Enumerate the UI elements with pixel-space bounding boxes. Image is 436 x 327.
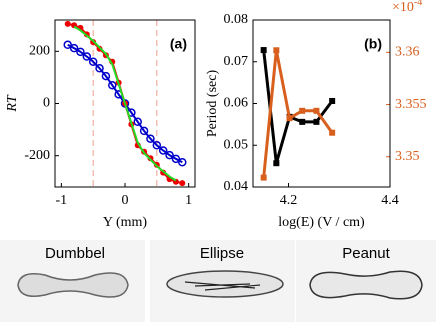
- ellipse-shape: [166, 270, 284, 298]
- marker: [313, 107, 320, 114]
- series-line: [262, 49, 334, 178]
- marker: [329, 97, 336, 104]
- x-tick-label: 4.2: [280, 193, 298, 208]
- marker: [152, 141, 162, 150]
- y2-multiplier: ×10-4: [392, 0, 422, 15]
- marker: [139, 126, 149, 136]
- y-tick-label: 0.07: [224, 54, 249, 69]
- chart-title: (a): [170, 36, 187, 52]
- multiplier-base: ×10: [392, 0, 414, 15]
- marker: [260, 47, 267, 54]
- y-tick-label: 200: [29, 44, 50, 59]
- marker: [146, 134, 155, 143]
- marker: [64, 20, 71, 27]
- plot-frame: [252, 19, 391, 188]
- marker: [273, 47, 280, 54]
- marker: [179, 180, 186, 187]
- chart-title: (b): [364, 36, 382, 52]
- y2-tick-label: 3.35: [395, 149, 420, 164]
- y-tick-label: 0.06: [224, 96, 249, 111]
- y-axis-label: Period (sec): [205, 70, 220, 138]
- x-tick-label: 1: [185, 193, 192, 208]
- marker: [260, 174, 267, 181]
- marker: [108, 80, 117, 90]
- marker: [299, 118, 306, 125]
- marker: [76, 47, 85, 57]
- image-label: Peanut: [342, 245, 390, 262]
- marker: [313, 118, 320, 125]
- y-tick-label: 0: [43, 96, 50, 111]
- image-label: Ellipse: [200, 245, 244, 262]
- marker: [88, 57, 98, 66]
- marker: [82, 52, 92, 61]
- y-tick-label: 0.04: [224, 179, 249, 194]
- marker: [63, 40, 72, 50]
- y-axis-label: RT: [5, 94, 20, 113]
- x-axis-label: Y (mm): [103, 215, 148, 230]
- y2-tick-label: 3.355: [395, 97, 427, 112]
- x-axis-label: log(E) (V / cm): [278, 215, 365, 230]
- marker: [329, 129, 336, 136]
- marker: [95, 64, 104, 73]
- plot-frame: [54, 19, 196, 188]
- multiplier-exponent: -4: [414, 0, 422, 8]
- peanut-shape: [309, 270, 423, 300]
- marker: [178, 157, 187, 167]
- x-tick-label: 0: [122, 193, 129, 208]
- marker: [171, 154, 181, 164]
- marker: [158, 146, 168, 155]
- y-tick-label: 0.05: [224, 137, 249, 152]
- y2-tick-label: 3.36: [395, 45, 420, 60]
- marker: [133, 117, 142, 127]
- y-tick-label: 0.08: [224, 12, 249, 27]
- ellipse-detail: [184, 281, 261, 291]
- x-tick-label: 4.4: [381, 193, 399, 208]
- y-tick-label: -200: [24, 148, 50, 163]
- marker: [286, 115, 293, 122]
- marker: [165, 150, 174, 160]
- series-line: [262, 49, 334, 164]
- dumbbell-shape: [17, 272, 129, 298]
- marker: [69, 43, 79, 53]
- x-tick-label: -1: [56, 193, 68, 208]
- marker: [120, 99, 130, 108]
- shape-images: Dumbbel Ellipse Peanut: [0, 240, 436, 322]
- series-line: [73, 25, 177, 182]
- image-label: Dumbbel: [45, 245, 105, 262]
- marker: [273, 160, 280, 167]
- marker: [101, 71, 111, 81]
- marker: [299, 107, 306, 114]
